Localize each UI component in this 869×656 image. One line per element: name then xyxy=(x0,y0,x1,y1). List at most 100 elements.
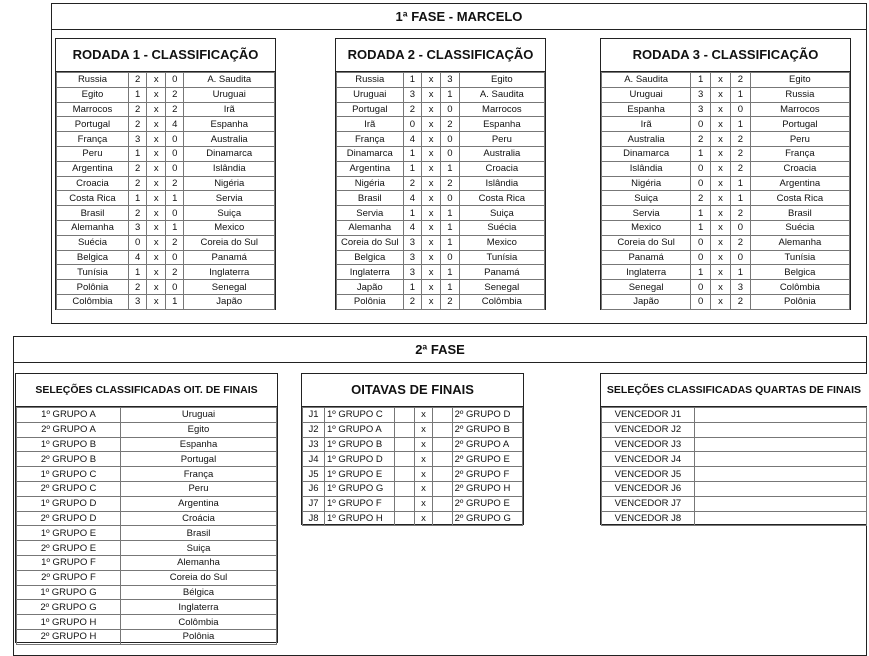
versus-cell: x xyxy=(146,205,166,221)
away-team-cell: A. Saudita xyxy=(458,86,546,103)
home-team-cell: Coreia do Sul xyxy=(336,234,404,251)
table-row: VENCEDOR J4 xyxy=(601,451,868,468)
versus-cell: x xyxy=(146,72,166,88)
table-row: Islândia 0 x 2 Croacia xyxy=(600,160,851,177)
home-score-cell: 1 xyxy=(402,160,423,177)
away-score-cell[interactable] xyxy=(431,436,453,453)
home-score-cell: 3 xyxy=(127,293,148,310)
table-row: VENCEDOR J6 xyxy=(601,480,868,497)
away-score-cell[interactable] xyxy=(431,407,453,423)
team-cell[interactable] xyxy=(693,495,868,512)
table-row: França 3 x 0 Australia xyxy=(56,131,275,147)
table-row: 2º GRUPO H Polônia xyxy=(16,628,277,645)
away-score-cell: 2 xyxy=(729,72,751,88)
table-row: 2º GRUPO B Portugal xyxy=(16,451,277,468)
home-score-cell: 3 xyxy=(690,86,712,103)
home-team-cell: Dinamarca xyxy=(336,145,404,162)
home-score-cell[interactable] xyxy=(394,466,416,482)
away-team-cell: Suiça xyxy=(183,205,275,221)
away-score-cell: 1 xyxy=(439,234,460,251)
team-cell[interactable] xyxy=(693,436,868,453)
table-row: 2º GRUPO E Suiça xyxy=(16,540,277,556)
away-score-cell: 3 xyxy=(439,72,460,88)
away-score-cell: 3 xyxy=(729,279,751,295)
away-score-cell[interactable] xyxy=(431,510,453,527)
group-position-cell: 2º GRUPO B xyxy=(16,451,121,468)
team-cell[interactable] xyxy=(693,451,868,468)
versus-cell: x xyxy=(146,264,166,281)
home-score-cell[interactable] xyxy=(394,480,416,497)
home-score-cell: 3 xyxy=(402,86,423,103)
away-score-cell[interactable] xyxy=(431,495,453,512)
home-score-cell: 3 xyxy=(402,264,423,281)
home-score-cell: 2 xyxy=(127,116,148,133)
away-score-cell[interactable] xyxy=(431,480,453,497)
away-score-cell[interactable] xyxy=(431,451,453,468)
versus-cell: x xyxy=(146,116,166,133)
away-score-cell[interactable] xyxy=(431,421,453,438)
rodada-3-table: RODADA 3 - CLASSIFICAÇÃO A. Saudita 1 x 2 Eg… xyxy=(600,38,851,310)
winner-label-cell: VENCEDOR J6 xyxy=(601,480,695,497)
home-team-cell: Brasil xyxy=(336,190,404,207)
away-score-cell: 1 xyxy=(439,264,460,281)
away-score-cell: 1 xyxy=(439,160,460,177)
away-score-cell: 2 xyxy=(729,205,751,221)
versus-cell: x xyxy=(146,249,166,266)
table-row: Portugal 2 x 0 Marrocos xyxy=(336,101,546,118)
home-score-cell[interactable] xyxy=(394,510,416,527)
versus-cell: x xyxy=(414,510,433,527)
team-cell[interactable] xyxy=(693,466,868,482)
table-row: J4 1º GRUPO D x 2º GRUPO E xyxy=(302,451,524,468)
away-score-cell[interactable] xyxy=(431,466,453,482)
home-team-cell: Nigéria xyxy=(336,175,404,192)
rodada-2-table: RODADA 2 - CLASSIFICAÇÃO Russia 1 x 3 Egito U… xyxy=(335,38,546,310)
home-score-cell: 2 xyxy=(127,72,148,88)
away-team-cell: Croacia xyxy=(749,160,851,177)
versus-cell: x xyxy=(146,86,166,103)
team-cell[interactable] xyxy=(693,510,868,527)
table-row: Uruguai 3 x 1 Russia xyxy=(600,86,851,103)
home-score-cell[interactable] xyxy=(394,407,416,423)
away-score-cell: 0 xyxy=(729,249,751,266)
away-team-cell: Nigéria xyxy=(183,175,275,192)
home-team-cell: Mexico xyxy=(600,219,692,236)
away-score-cell: 0 xyxy=(439,145,460,162)
team-cell: Espanha xyxy=(120,436,277,453)
home-team-cell: Alemanha xyxy=(336,219,404,236)
versus-cell: x xyxy=(414,407,433,423)
away-score-cell: 0 xyxy=(164,279,185,295)
home-score-cell[interactable] xyxy=(394,451,416,468)
home-score-cell[interactable] xyxy=(394,436,416,453)
home-slot-cell: 1º GRUPO G xyxy=(323,480,396,497)
away-score-cell: 0 xyxy=(729,101,751,118)
table-row: Marrocos 2 x 2 Irã xyxy=(56,101,275,118)
group-position-cell: 1º GRUPO E xyxy=(16,525,121,542)
home-score-cell[interactable] xyxy=(394,495,416,512)
team-cell: Bélgica xyxy=(120,584,277,601)
home-team-cell: Inglaterra xyxy=(600,264,692,281)
team-cell[interactable] xyxy=(693,421,868,438)
team-cell[interactable] xyxy=(693,480,868,497)
away-slot-cell: 2º GRUPO A xyxy=(451,436,524,453)
home-team-cell: Polônia xyxy=(56,279,129,295)
table-row: Peru 1 x 0 Dinamarca xyxy=(56,145,275,162)
team-cell: Suiça xyxy=(120,540,277,556)
table-row: VENCEDOR J3 xyxy=(601,436,868,453)
oitavas-table: OITAVAS DE FINAIS J1 1º GRUPO C x 2º GRUPO … xyxy=(301,373,524,527)
versus-cell: x xyxy=(414,480,433,497)
classificadas-quartas-title: SELEÇÕES CLASSIFICADAS QUARTAS DE FINAIS xyxy=(601,374,867,407)
versus-cell: x xyxy=(414,466,433,482)
team-cell[interactable] xyxy=(693,407,868,423)
away-score-cell: 0 xyxy=(439,131,460,147)
away-team-cell: Senegal xyxy=(183,279,275,295)
home-team-cell: Japão xyxy=(336,279,404,295)
away-team-cell: Suécia xyxy=(458,219,546,236)
away-score-cell: 2 xyxy=(164,101,185,118)
home-score-cell[interactable] xyxy=(394,421,416,438)
home-team-cell: Portugal xyxy=(56,116,129,133)
home-team-cell: Suécia xyxy=(56,234,129,251)
home-team-cell: A. Saudita xyxy=(600,72,692,88)
home-team-cell: Uruguai xyxy=(336,86,404,103)
versus-cell: x xyxy=(421,101,441,118)
table-row: Costa Rica 1 x 1 Servia xyxy=(56,190,275,207)
